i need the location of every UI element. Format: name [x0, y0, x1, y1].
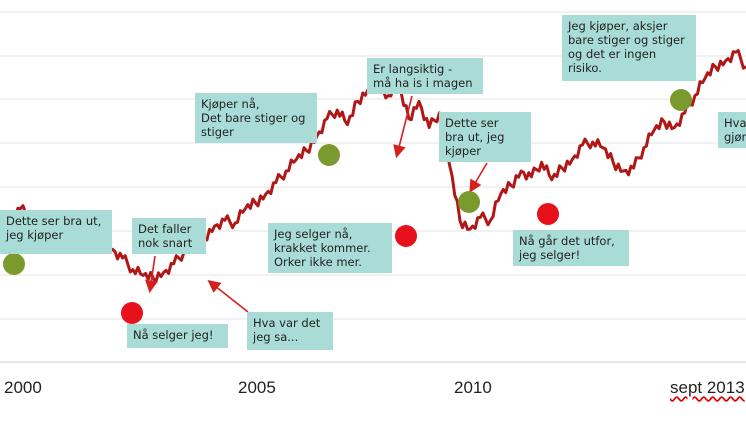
- sell-marker: [121, 302, 143, 324]
- callout-9: Nå går det utfor, jeg selger!: [513, 230, 629, 266]
- callout-7: Er langsiktig - må ha is i magen: [367, 58, 483, 94]
- callout-2: Det faller nok snart: [132, 218, 206, 254]
- x-tick-label: 2000: [4, 378, 42, 397]
- x-tick-label: 2010: [454, 378, 492, 397]
- callout-8: Dette ser bra ut, jeg kjøper: [439, 112, 531, 162]
- callout-4: Hva var det jeg sa...: [247, 312, 333, 350]
- callout-1: Dette ser bra ut, jeg kjøper: [0, 210, 112, 254]
- annotation-arrow: [393, 95, 413, 159]
- annotation-arrow: [469, 162, 488, 193]
- annotation-arrow: [207, 280, 249, 313]
- buy-marker: [3, 253, 25, 275]
- callout-11: Hva gjør: [718, 112, 746, 148]
- callout-3: Nå selger jeg!: [127, 324, 228, 348]
- annotation-arrow: [145, 255, 158, 294]
- callout-5: Kjøper nå, Det bare stiger og stiger: [195, 93, 317, 143]
- callout-10: Jeg kjøper, aksjer bare stiger og stiger…: [562, 15, 696, 81]
- buy-marker: [318, 144, 340, 166]
- x-tick-label: sept 2013: [670, 378, 745, 397]
- buy-marker: [458, 191, 480, 213]
- sell-marker: [537, 203, 559, 225]
- buy-marker: [670, 89, 692, 111]
- sell-marker: [395, 225, 417, 247]
- x-tick-label: 2005: [238, 378, 276, 397]
- callout-6: Jeg selger nå, krakket kommer. Orker ikk…: [268, 223, 392, 273]
